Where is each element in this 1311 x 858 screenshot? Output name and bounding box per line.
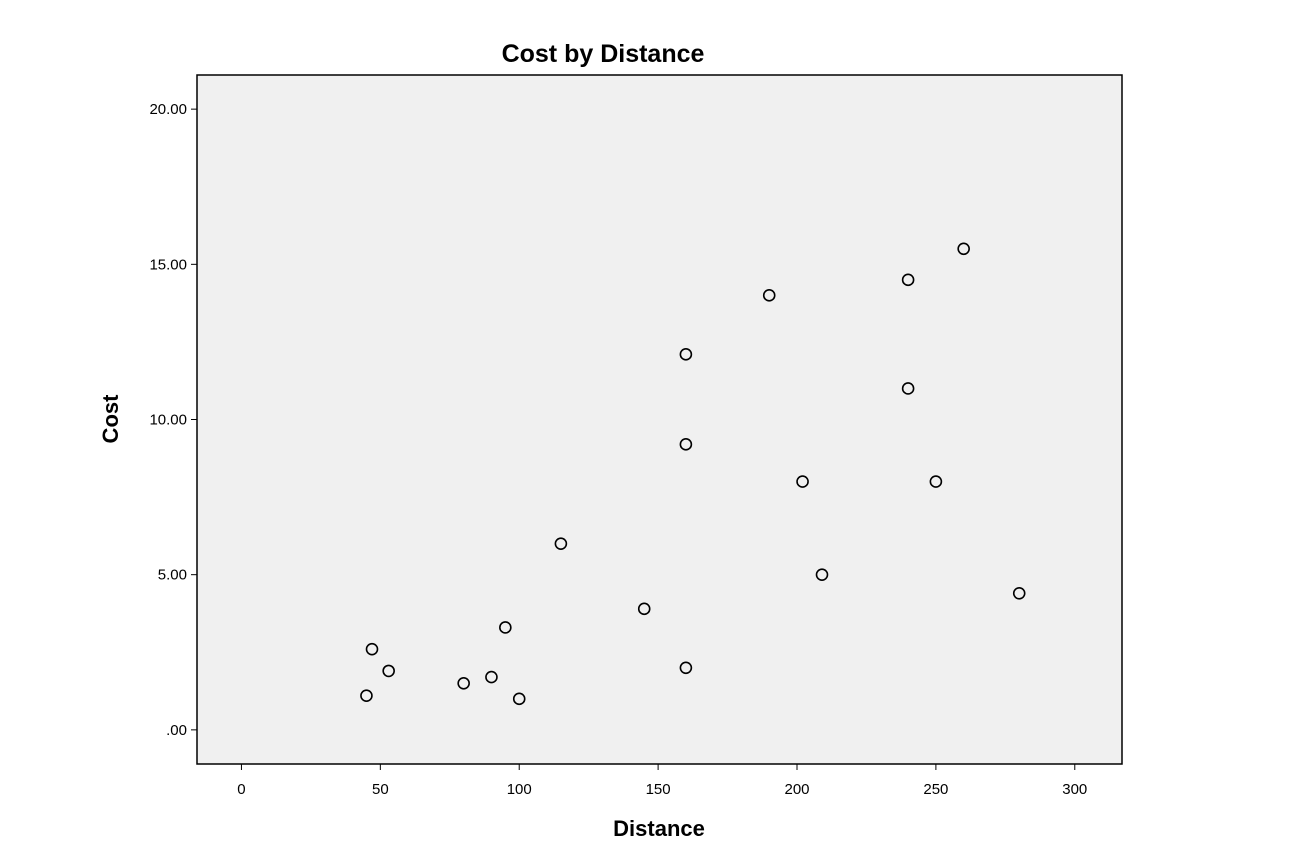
x-tick-label: 200 xyxy=(784,781,809,798)
data-point xyxy=(901,382,915,395)
data-point xyxy=(637,602,651,616)
data-point xyxy=(929,475,943,488)
y-tick-label: 5.00 xyxy=(158,567,187,584)
x-tick-label: 100 xyxy=(507,781,532,798)
data-point xyxy=(762,289,776,302)
data-point xyxy=(679,438,693,451)
data-point xyxy=(796,475,809,488)
data-point xyxy=(365,642,379,656)
data-point xyxy=(499,621,512,634)
data-point xyxy=(679,348,693,361)
data-point xyxy=(815,568,829,581)
data-points xyxy=(360,242,1026,706)
y-tick-label: 20.00 xyxy=(149,101,187,118)
data-point xyxy=(360,689,373,703)
data-point xyxy=(382,664,395,678)
plot-area xyxy=(196,74,1123,765)
data-point xyxy=(485,670,498,684)
y-tick-label: 10.00 xyxy=(149,412,187,429)
data-point xyxy=(1012,587,1026,600)
y-axis-ticks: .00 5.00 10.00 15.00 20.00 xyxy=(149,101,197,739)
y-tick-label: .00 xyxy=(166,722,187,739)
data-point xyxy=(457,677,470,690)
data-point xyxy=(957,242,970,256)
x-tick-label: 150 xyxy=(646,781,671,798)
x-tick-label: 300 xyxy=(1062,781,1087,798)
x-axis-label: Distance xyxy=(613,816,705,841)
data-point xyxy=(512,692,526,706)
chart-title: Cost by Distance xyxy=(502,40,705,68)
x-tick-label: 0 xyxy=(237,781,245,798)
x-tick-label: 250 xyxy=(923,781,948,798)
data-point xyxy=(679,661,693,675)
x-axis-ticks: 0 50 100 150 200 250 300 xyxy=(237,764,1087,798)
y-tick-label: 15.00 xyxy=(149,256,187,273)
x-tick-label: 50 xyxy=(372,781,389,798)
data-point xyxy=(901,273,915,287)
data-point xyxy=(554,537,568,550)
y-axis-label: Cost xyxy=(98,394,123,444)
